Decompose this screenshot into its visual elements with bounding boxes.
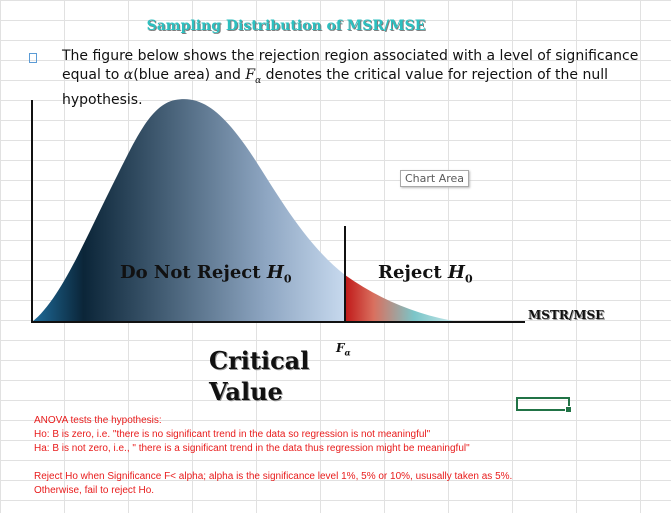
notes-line-2: Ho: B is zero, i.e. "there is no signifi… [34, 429, 431, 440]
rejection-region [345, 275, 460, 322]
chart-area-tooltip: Chart Area [400, 170, 470, 187]
selected-cell[interactable] [516, 397, 572, 413]
critical-value-symbol: Fα [336, 341, 351, 358]
notes-spacer [34, 456, 664, 470]
critical-value-label: Critical Value [209, 345, 349, 407]
notes-line-1: ANOVA tests the hypothesis: [34, 415, 162, 426]
x-axis-label: MSTR/MSE [528, 308, 605, 322]
notes-line-3: Ha: B is not zero, i.e., " there is a si… [34, 443, 470, 454]
reject-label: Reject H0 [378, 262, 473, 286]
bullet-marker-icon [29, 53, 37, 63]
alpha-symbol: α [123, 67, 134, 83]
intro-text-1: The figure below shows the rejection reg… [62, 48, 639, 83]
page-title: Sampling Distribution of MSR/MSE [146, 18, 426, 34]
intro-text-2: (blue area) and [133, 67, 246, 83]
intro-text-3: denotes the critical value for rejection… [62, 67, 608, 108]
fill-handle[interactable] [565, 406, 572, 413]
do-not-reject-label: Do Not Reject H0 [120, 262, 292, 286]
acceptance-region [32, 99, 345, 322]
notes-line-4: Reject Ho when Significance F< alpha; al… [34, 471, 513, 482]
critical-label-line-2: Value [209, 377, 283, 406]
hypothesis-notes: ANOVA tests the hypothesis: Ho: B is zer… [34, 414, 664, 498]
critical-label-line-1: Critical [209, 346, 310, 375]
f-alpha-symbol: Fα [245, 67, 262, 86]
notes-line-5: Otherwise, fail to reject Ho. [34, 485, 155, 496]
intro-paragraph: The figure below shows the rejection reg… [62, 47, 662, 110]
